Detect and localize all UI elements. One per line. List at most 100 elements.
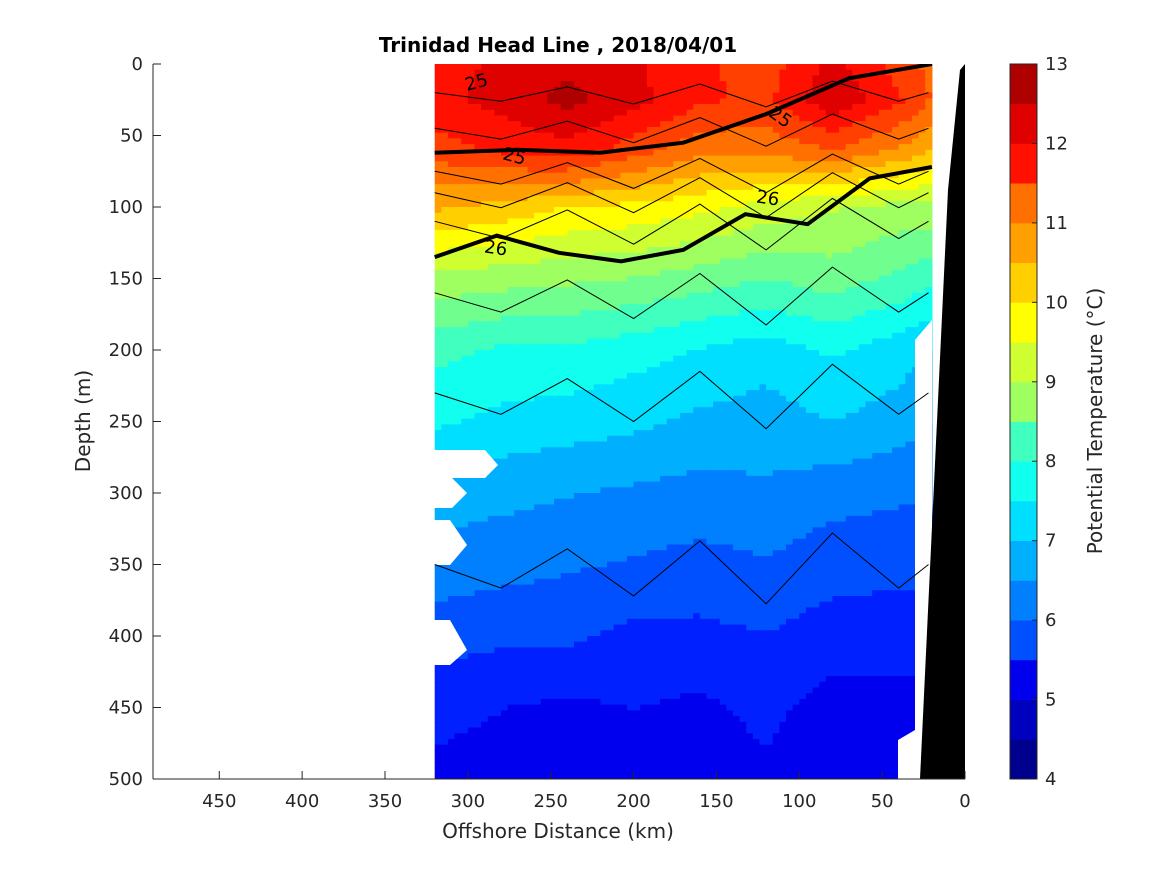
temperature-cell: [666, 618, 674, 626]
temperature-cell: [447, 693, 456, 700]
temperature-cell: [494, 378, 502, 385]
temperature-cell: [474, 744, 482, 751]
temperature-cell: [666, 704, 674, 711]
temperature-cell: [507, 567, 515, 574]
temperature-cell: [527, 618, 535, 626]
temperature-cell: [613, 481, 621, 488]
temperature-cell: [666, 275, 674, 282]
temperature-cell: [481, 521, 489, 528]
temperature-cell: [573, 98, 582, 105]
temperature-cell: [494, 264, 502, 271]
temperature-cell: [600, 464, 608, 471]
temperature-cell: [640, 515, 648, 523]
temperature-cell: [527, 372, 535, 380]
temperature-cell: [547, 298, 555, 305]
temperature-cell: [520, 109, 529, 117]
temperature-cell: [620, 761, 628, 769]
temperature-cell: [567, 412, 575, 420]
temperature-cell: [467, 756, 476, 763]
temperature-cell: [507, 687, 515, 694]
temperature-cell: [620, 430, 628, 437]
temperature-cell: [527, 115, 535, 122]
temperature-cell: [487, 332, 495, 340]
temperature-cell: [507, 738, 515, 746]
temperature-cell: [461, 550, 469, 557]
temperature-cell: [554, 550, 562, 557]
temperature-cell: [461, 172, 469, 179]
temperature-cell: [587, 493, 595, 500]
temperature-cell: [441, 367, 449, 374]
temperature-cell: [600, 761, 608, 769]
temperature-cell: [534, 567, 542, 574]
temperature-cell: [693, 418, 701, 425]
temperature-cell: [686, 590, 694, 597]
temperature-cell: [686, 126, 694, 134]
temperature-cell: [673, 412, 681, 420]
temperature-cell: [679, 344, 688, 351]
temperature-cell: [567, 555, 575, 563]
temperature-cell: [520, 201, 529, 208]
temperature-cell: [547, 504, 555, 511]
temperature-cell: [481, 281, 489, 288]
temperature-cell: [593, 630, 602, 637]
temperature-cell: [686, 287, 694, 294]
temperature-cell: [573, 430, 582, 437]
temperature-cell: [434, 716, 442, 723]
temperature-cell: [613, 350, 621, 357]
temperature-cell: [494, 510, 502, 517]
temperature-cell: [494, 332, 502, 340]
temperature-cell: [593, 361, 602, 368]
temperature-cell: [567, 155, 575, 162]
temperature-cell: [673, 704, 681, 711]
temperature-cell: [679, 550, 688, 557]
temperature-cell: [620, 189, 628, 197]
temperature-cell: [567, 126, 575, 134]
temperature-cell: [646, 92, 655, 99]
temperature-cell: [600, 338, 608, 345]
temperature-cell: [507, 75, 515, 82]
temperature-cell: [507, 716, 515, 723]
temperature-cell: [567, 504, 575, 511]
temperature-cell: [520, 521, 529, 528]
temperature-cell: [626, 618, 635, 626]
temperature-cell: [494, 207, 502, 214]
temperature-cell: [527, 550, 535, 557]
temperature-cell: [567, 658, 575, 666]
temperature-cell: [454, 475, 462, 483]
temperature-cell: [494, 687, 502, 694]
temperature-cell: [640, 315, 648, 322]
temperature-cell: [613, 533, 621, 540]
temperature-cell: [441, 338, 449, 345]
temperature-cell: [547, 464, 555, 471]
temperature-cell: [607, 224, 615, 231]
temperature-cell: [633, 481, 641, 488]
temperature-cell: [520, 607, 529, 614]
temperature-cell: [686, 521, 694, 528]
temperature-cell: [487, 647, 495, 654]
temperature-cell: [653, 704, 661, 711]
temperature-cell: [653, 355, 661, 363]
temperature-cell: [673, 344, 681, 351]
temperature-cell: [573, 235, 582, 242]
temperature-cell: [660, 470, 668, 477]
temperature-cell: [686, 630, 694, 637]
temperature-cell: [434, 132, 442, 139]
temperature-cell: [540, 636, 548, 643]
temperature-cell: [660, 464, 668, 471]
temperature-cell: [520, 704, 529, 711]
temperature-cell: [441, 344, 449, 351]
temperature-cell: [441, 767, 449, 774]
temperature-cell: [527, 430, 535, 437]
temperature-cell: [600, 687, 608, 694]
temperature-cell: [607, 321, 615, 328]
temperature-cell: [520, 69, 529, 77]
temperature-cell: [600, 98, 608, 105]
temperature-cell: [454, 189, 462, 197]
temperature-cell: [679, 98, 688, 105]
temperature-cell: [454, 510, 462, 517]
temperature-cell: [560, 338, 568, 345]
temperature-cell: [673, 681, 681, 689]
temperature-cell: [646, 166, 655, 174]
temperature-cell: [560, 241, 568, 248]
temperature-cell: [467, 269, 476, 277]
